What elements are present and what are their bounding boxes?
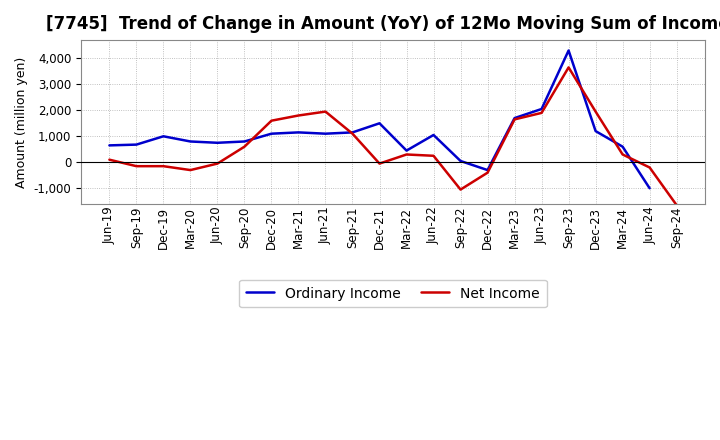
Net Income [429,153,438,158]
Line: Net Income: Net Income [109,67,677,205]
Ordinary Income [483,168,492,173]
Ordinary Income [645,186,654,191]
Ordinary Income [240,139,249,144]
Line: Ordinary Income: Ordinary Income [109,51,649,188]
Net Income [267,118,276,123]
Net Income [294,113,303,118]
Ordinary Income [321,131,330,136]
Title: [7745]  Trend of Change in Amount (YoY) of 12Mo Moving Sum of Incomes: [7745] Trend of Change in Amount (YoY) o… [46,15,720,33]
Net Income [591,109,600,114]
Net Income [159,164,168,169]
Ordinary Income [618,144,627,149]
Ordinary Income [213,140,222,146]
Net Income [483,170,492,175]
Net Income [402,152,411,157]
Net Income [105,157,114,162]
Net Income [564,65,573,70]
Net Income [645,165,654,170]
Net Income [132,164,140,169]
Ordinary Income [159,134,168,139]
Ordinary Income [294,130,303,135]
Net Income [186,168,194,173]
Net Income [375,161,384,166]
Net Income [672,202,681,208]
Ordinary Income [402,148,411,153]
Net Income [618,152,627,157]
Ordinary Income [537,106,546,112]
Net Income [537,110,546,116]
Ordinary Income [105,143,114,148]
Ordinary Income [186,139,194,144]
Y-axis label: Amount (million yen): Amount (million yen) [15,56,28,187]
Net Income [321,109,330,114]
Net Income [510,117,519,122]
Net Income [348,131,357,136]
Ordinary Income [510,115,519,121]
Ordinary Income [564,48,573,53]
Ordinary Income [132,142,140,147]
Ordinary Income [348,130,357,135]
Ordinary Income [375,121,384,126]
Ordinary Income [591,128,600,134]
Legend: Ordinary Income, Net Income: Ordinary Income, Net Income [239,279,547,308]
Net Income [213,161,222,166]
Ordinary Income [429,132,438,138]
Net Income [456,187,465,192]
Ordinary Income [456,158,465,164]
Ordinary Income [267,131,276,136]
Net Income [240,144,249,149]
